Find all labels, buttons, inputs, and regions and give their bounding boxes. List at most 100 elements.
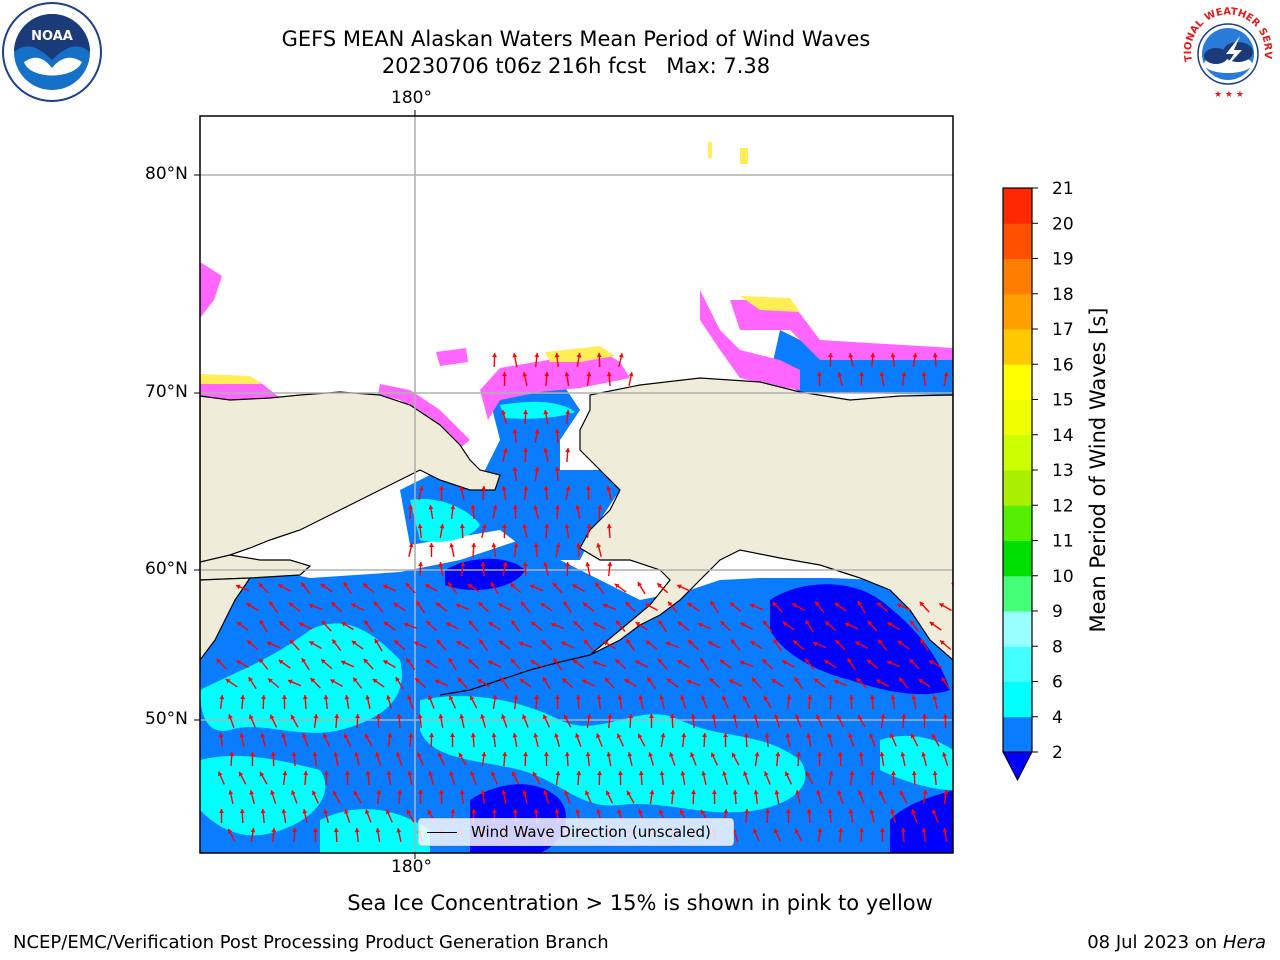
wind-wave-arrowhead bbox=[943, 790, 949, 795]
wind-wave-arrowhead bbox=[646, 640, 651, 646]
deep-blue-se bbox=[890, 790, 953, 853]
wind-wave-arrowhead bbox=[628, 372, 634, 377]
wind-wave-arrowhead bbox=[417, 752, 422, 758]
wind-wave-arrowhead bbox=[405, 583, 411, 588]
sea-ice-beaufort bbox=[700, 290, 800, 390]
wind-wave-arrowhead bbox=[435, 679, 440, 685]
wind-wave-arrowhead bbox=[501, 714, 506, 719]
colorbar-segment bbox=[1003, 364, 1032, 400]
wind-wave-arrowhead bbox=[807, 695, 813, 700]
wind-wave-arrowhead bbox=[669, 752, 674, 757]
cyan-patch-6 bbox=[500, 401, 575, 419]
wind-wave-arrowhead bbox=[825, 621, 830, 626]
wind-wave-arrowhead bbox=[512, 353, 518, 358]
wind-wave-arrowhead bbox=[436, 602, 441, 608]
beaufort-sea bbox=[770, 330, 953, 395]
wind-wave-arrowhead bbox=[583, 602, 588, 608]
wind-wave-arrowhead bbox=[891, 771, 896, 775]
wind-wave-arrowhead bbox=[429, 733, 435, 738]
noaa-logo-icon: NOAA bbox=[2, 2, 102, 102]
wind-wave-arrowhead bbox=[660, 733, 666, 738]
wind-wave-arrowhead bbox=[501, 486, 507, 491]
wind-wave-arrowhead bbox=[279, 621, 284, 626]
wind-wave-arrowhead bbox=[333, 752, 339, 757]
wind-wave-arrowhead bbox=[795, 790, 801, 795]
lon-label-bottom: 180° bbox=[391, 857, 432, 877]
wind-wave-arrowhead bbox=[606, 372, 612, 377]
wind-wave-arrowhead bbox=[477, 679, 483, 684]
wind-wave-arrowhead bbox=[592, 660, 598, 666]
sea-ice-beaufort-yellow bbox=[740, 296, 800, 312]
wind-wave-arrowhead bbox=[910, 733, 916, 739]
wind-wave-arrowhead bbox=[498, 640, 504, 646]
land-alaska bbox=[579, 377, 953, 661]
wind-wave-arrowhead bbox=[519, 678, 525, 684]
wind-wave-arrowhead bbox=[386, 771, 392, 776]
wind-wave-arrowhead bbox=[261, 695, 267, 700]
wind-wave-arrowhead bbox=[880, 714, 886, 719]
wind-wave-arrowhead bbox=[878, 639, 883, 645]
wind-wave-arrowhead bbox=[530, 584, 535, 590]
wind-wave-arrowhead bbox=[732, 790, 738, 795]
wind-wave-arrowhead bbox=[773, 639, 778, 644]
wind-wave-arrowhead bbox=[670, 790, 676, 795]
colorbar-tick-label: 4 bbox=[1052, 708, 1063, 728]
wind-wave-arrowhead bbox=[638, 771, 644, 776]
wind-wave-arrowhead bbox=[301, 582, 306, 588]
wind-wave-arrowhead bbox=[448, 582, 453, 588]
wind-wave-arrowhead bbox=[806, 809, 812, 814]
wind-wave-arrowhead bbox=[827, 809, 833, 814]
wind-wave-arrowhead bbox=[363, 658, 369, 664]
sea-ice-beaufort-2 bbox=[730, 300, 953, 360]
wind-wave-arrowhead bbox=[510, 658, 516, 664]
wind-wave-arrowhead bbox=[616, 620, 621, 626]
wind-wave-arrowhead bbox=[867, 621, 873, 626]
wind-wave-arrowhead bbox=[282, 771, 288, 776]
lat-label-70: 70°N bbox=[145, 382, 188, 402]
colorbar-segment bbox=[1003, 611, 1032, 647]
wind-wave-arrowhead bbox=[595, 582, 600, 588]
wind-wave-arrowhead bbox=[918, 679, 924, 684]
wind-wave-arrowhead bbox=[816, 372, 822, 376]
wind-wave-arrowhead bbox=[397, 790, 403, 795]
wind-wave-arrowhead bbox=[373, 601, 379, 607]
wind-wave-arrowhead bbox=[816, 714, 821, 720]
colorbar-segment bbox=[1003, 716, 1032, 753]
colorbar-segment bbox=[1003, 399, 1032, 436]
wind-wave-arrowhead bbox=[657, 583, 662, 588]
wind-wave-arrowhead bbox=[754, 752, 760, 757]
wind-wave-arrowhead bbox=[542, 677, 548, 682]
wind-wave-arrowhead bbox=[710, 601, 715, 606]
sea-ice-west-yellow bbox=[200, 374, 262, 384]
wind-wave-arrowhead bbox=[292, 828, 298, 833]
wind-wave-arrowhead bbox=[394, 640, 399, 645]
wind-wave-arrowhead bbox=[533, 733, 539, 738]
wind-wave-arrowhead bbox=[555, 543, 561, 548]
wind-wave-arrowhead bbox=[426, 621, 431, 626]
wind-wave-arrowhead bbox=[438, 562, 444, 567]
wind-wave-arrowhead bbox=[267, 641, 272, 647]
wind-wave-arrowhead bbox=[332, 639, 337, 645]
wind-wave-arrowhead bbox=[396, 828, 402, 833]
colorbar-tick-label: 20 bbox=[1052, 214, 1074, 234]
wind-wave-arrowhead bbox=[603, 603, 608, 609]
colorbar-tick-label: 17 bbox=[1052, 320, 1074, 340]
wind-wave-arrowhead bbox=[940, 640, 945, 645]
wind-wave-arrowhead bbox=[259, 658, 264, 664]
wind-wave-arrowhead bbox=[731, 639, 736, 645]
wind-wave-arrowhead bbox=[824, 660, 830, 665]
wind-wave-arrowhead bbox=[932, 353, 938, 358]
wind-wave-arrowhead bbox=[628, 714, 634, 719]
colorbar-tick-label: 19 bbox=[1052, 250, 1074, 270]
wind-wave-arrowhead bbox=[281, 809, 287, 814]
wind-wave-arrowhead bbox=[521, 601, 526, 607]
wind-wave-arrowhead bbox=[376, 790, 382, 795]
wind-wave-arrowhead bbox=[879, 372, 885, 377]
wind-wave-arrowhead bbox=[459, 524, 465, 529]
colorbar-segment bbox=[1003, 575, 1032, 612]
wind-wave-arrowhead bbox=[816, 790, 821, 795]
wind-wave-arrowhead bbox=[624, 679, 630, 684]
map-frame bbox=[199, 115, 954, 854]
wind-wave-arrowhead bbox=[492, 809, 497, 813]
wind-wave-arrowhead bbox=[743, 733, 749, 738]
